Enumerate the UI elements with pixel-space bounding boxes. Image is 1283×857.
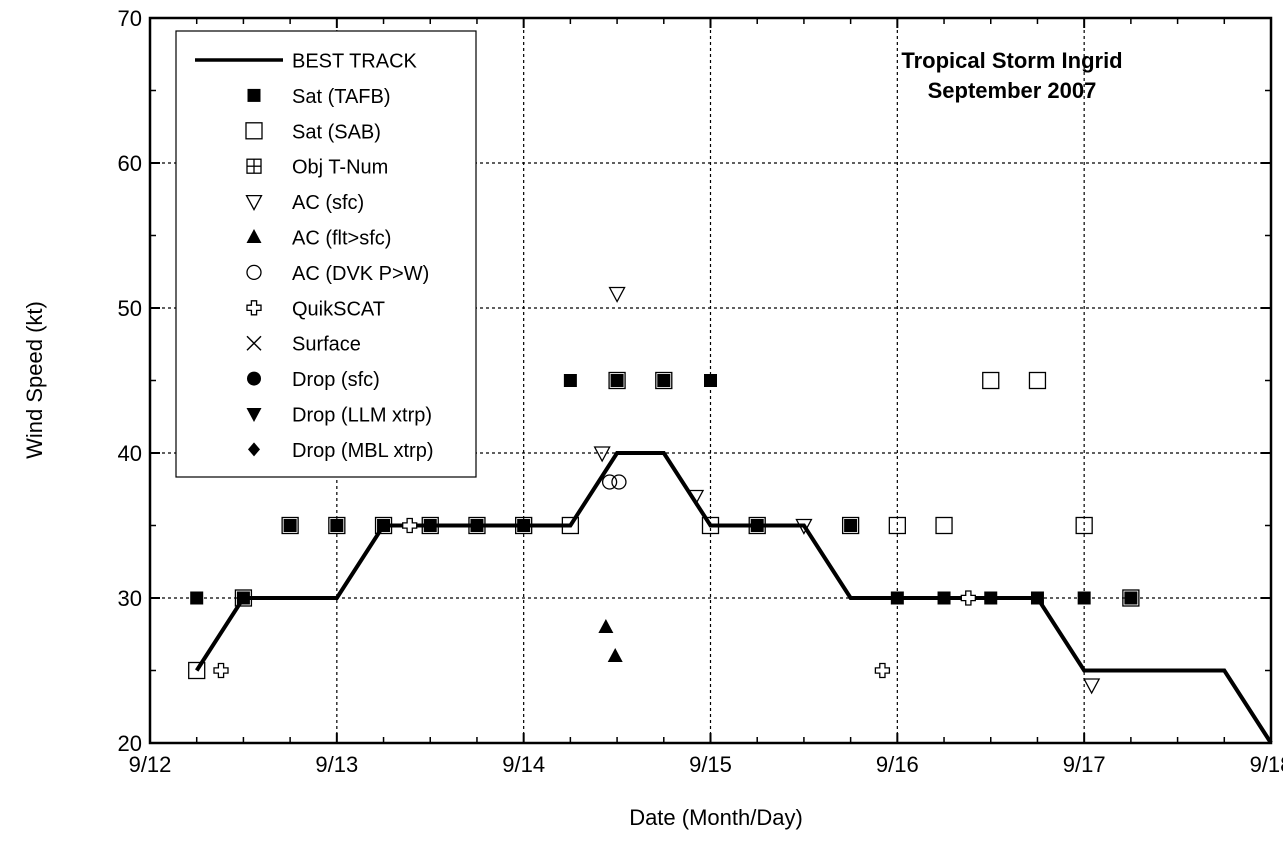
legend-symbol-drop-sfc [247, 371, 261, 386]
data-point-sat-sab [1075, 516, 1093, 535]
data-point-sat-tafb [423, 519, 437, 532]
data-point-ac-dvk-p-w [601, 474, 618, 490]
legend-symbol-obj-t-num [246, 158, 262, 174]
data-point-sat-sab [281, 516, 299, 535]
chart-title: Tropical Storm Ingrid [901, 48, 1122, 73]
data-point-quikscat [402, 517, 418, 534]
data-point-ac-sfc [1083, 678, 1101, 695]
axis-ticks: 9/12 9/13 9/14 9/15 9/16 9/17 9/18 20 30 40 50 60 70 [118, 6, 1283, 777]
legend-label-ac-flt-sfc: AC (flt>sfc) [292, 228, 391, 250]
data-point-sat-sab [655, 371, 673, 390]
data-point-sat-sab [1028, 371, 1047, 390]
data-point-quikscat [874, 662, 891, 679]
data-point-ac-sfc [795, 518, 813, 535]
data-point-sat-tafb [377, 519, 391, 532]
data-point-sat-tafb [190, 591, 204, 605]
data-point-sat-sab [421, 516, 439, 535]
legend-label-sat-tafb: Sat (TAFB) [292, 86, 391, 108]
x-tick-label: 9/12 [129, 752, 172, 777]
y-tick-label: 70 [118, 6, 142, 31]
data-point-sat-tafb [283, 519, 297, 532]
legend-symbol-ac-flt-sfc [246, 229, 262, 243]
x-tick-label: 9/16 [876, 752, 919, 777]
legend-symbol-quikscat [246, 300, 262, 316]
data-point-quikscat [960, 590, 976, 606]
x-tick-label: 9/17 [1063, 752, 1106, 777]
data-point-sat-tafb [750, 519, 764, 532]
data-point-sat-tafb [330, 519, 344, 532]
data-point-sat-sab [515, 516, 533, 535]
series-line-best-track [195, 451, 1273, 745]
data-point-sat-tafb [236, 591, 250, 605]
x-tick-label: 9/13 [315, 752, 358, 777]
data-point-sat-sab [374, 516, 393, 535]
data-point-ac-sfc [608, 286, 626, 303]
x-tick-label: 9/14 [502, 752, 545, 777]
legend-label-drop-sfc: Drop (sfc) [292, 369, 380, 391]
x-axis-label: Date (Month/Day) [629, 805, 803, 830]
data-point-sat-sab [935, 516, 953, 535]
y-tick-label: 40 [118, 441, 142, 466]
data-point-sat-sab [561, 516, 580, 535]
legend-symbol-drop-llm-xtrp [246, 408, 262, 422]
data-point-sat-tafb [937, 591, 951, 605]
data-point-sat-tafb [704, 374, 717, 387]
data-point-sat-sab [1122, 589, 1140, 607]
y-tick-label: 20 [118, 731, 142, 756]
chart-subtitle: September 2007 [928, 78, 1097, 103]
y-tick-label: 50 [118, 296, 142, 321]
series-layer [188, 286, 1273, 745]
legend-symbol-ac-dvk-p-w [246, 264, 262, 281]
data-point-sat-tafb [1030, 591, 1044, 605]
data-point-sat-sab [748, 516, 766, 535]
legend-label-drop-llm-xtrp: Drop (LLM xtrp) [292, 405, 432, 427]
data-point-sat-tafb [1077, 591, 1091, 605]
data-point-sat-tafb [984, 591, 998, 605]
legend: BEST TRACK Sat (TAFB) Sat (SAB) Obj T-Num AC… [175, 30, 477, 478]
legend-label-sat-sab: Sat (SAB) [292, 121, 381, 143]
legend-label-obj-t-num: Obj T-Num [292, 157, 388, 179]
data-point-sat-tafb [563, 374, 577, 387]
legend-label-ac-dvk-p-w: AC (DVK P>W) [292, 263, 429, 285]
y-axis-label: Wind Speed (kt) [22, 301, 47, 459]
legend-label-drop-mbl-xtrp: Drop (MBL xtrp) [292, 440, 434, 462]
data-point-sat-sab [188, 661, 206, 680]
data-point-sat-tafb [1124, 591, 1138, 605]
y-tick-label: 30 [118, 586, 142, 611]
legend-symbol-ac-sfc [245, 194, 263, 211]
x-tick-label: 9/18 [1250, 752, 1283, 777]
legend-label-surface: Surface [292, 334, 361, 356]
legend-label-best-track: BEST TRACK [292, 51, 418, 73]
legend-symbol-sat-sab [245, 122, 263, 140]
data-point-sat-sab [982, 371, 1000, 390]
data-point-sat-tafb [470, 519, 484, 532]
data-point-sat-sab [328, 516, 346, 535]
data-point-ac-sfc [593, 446, 611, 463]
data-point-sat-tafb [610, 374, 624, 387]
data-point-ac-flt-sfc [607, 648, 623, 662]
data-point-sat-sab [841, 516, 860, 535]
x-tick-label: 9/15 [689, 752, 732, 777]
data-point-sat-tafb [844, 519, 858, 532]
legend-symbol-sat-tafb [247, 88, 261, 102]
legend-label-ac-sfc: AC (sfc) [292, 192, 364, 214]
data-point-sat-tafb [890, 591, 904, 605]
data-point-sat-sab [234, 589, 253, 607]
data-point-sat-sab [888, 516, 906, 535]
data-point-sat-tafb [517, 519, 531, 532]
data-point-ac-sfc [686, 489, 705, 506]
legend-label-quikscat: QuikSCAT [292, 298, 385, 320]
data-point-sat-sab [608, 371, 626, 390]
data-point-ac-flt-sfc [598, 619, 614, 633]
legend-symbol-surface [246, 335, 262, 351]
data-point-sat-tafb [657, 374, 671, 387]
legend-box [175, 30, 477, 478]
data-point-sat-sab [701, 516, 720, 535]
legend-symbol-drop-mbl-xtrp [248, 442, 260, 457]
data-point-sat-sab [468, 516, 486, 535]
data-point-ac-dvk-p-w [611, 474, 627, 490]
y-tick-label: 60 [118, 151, 142, 176]
data-point-quikscat [213, 662, 229, 679]
